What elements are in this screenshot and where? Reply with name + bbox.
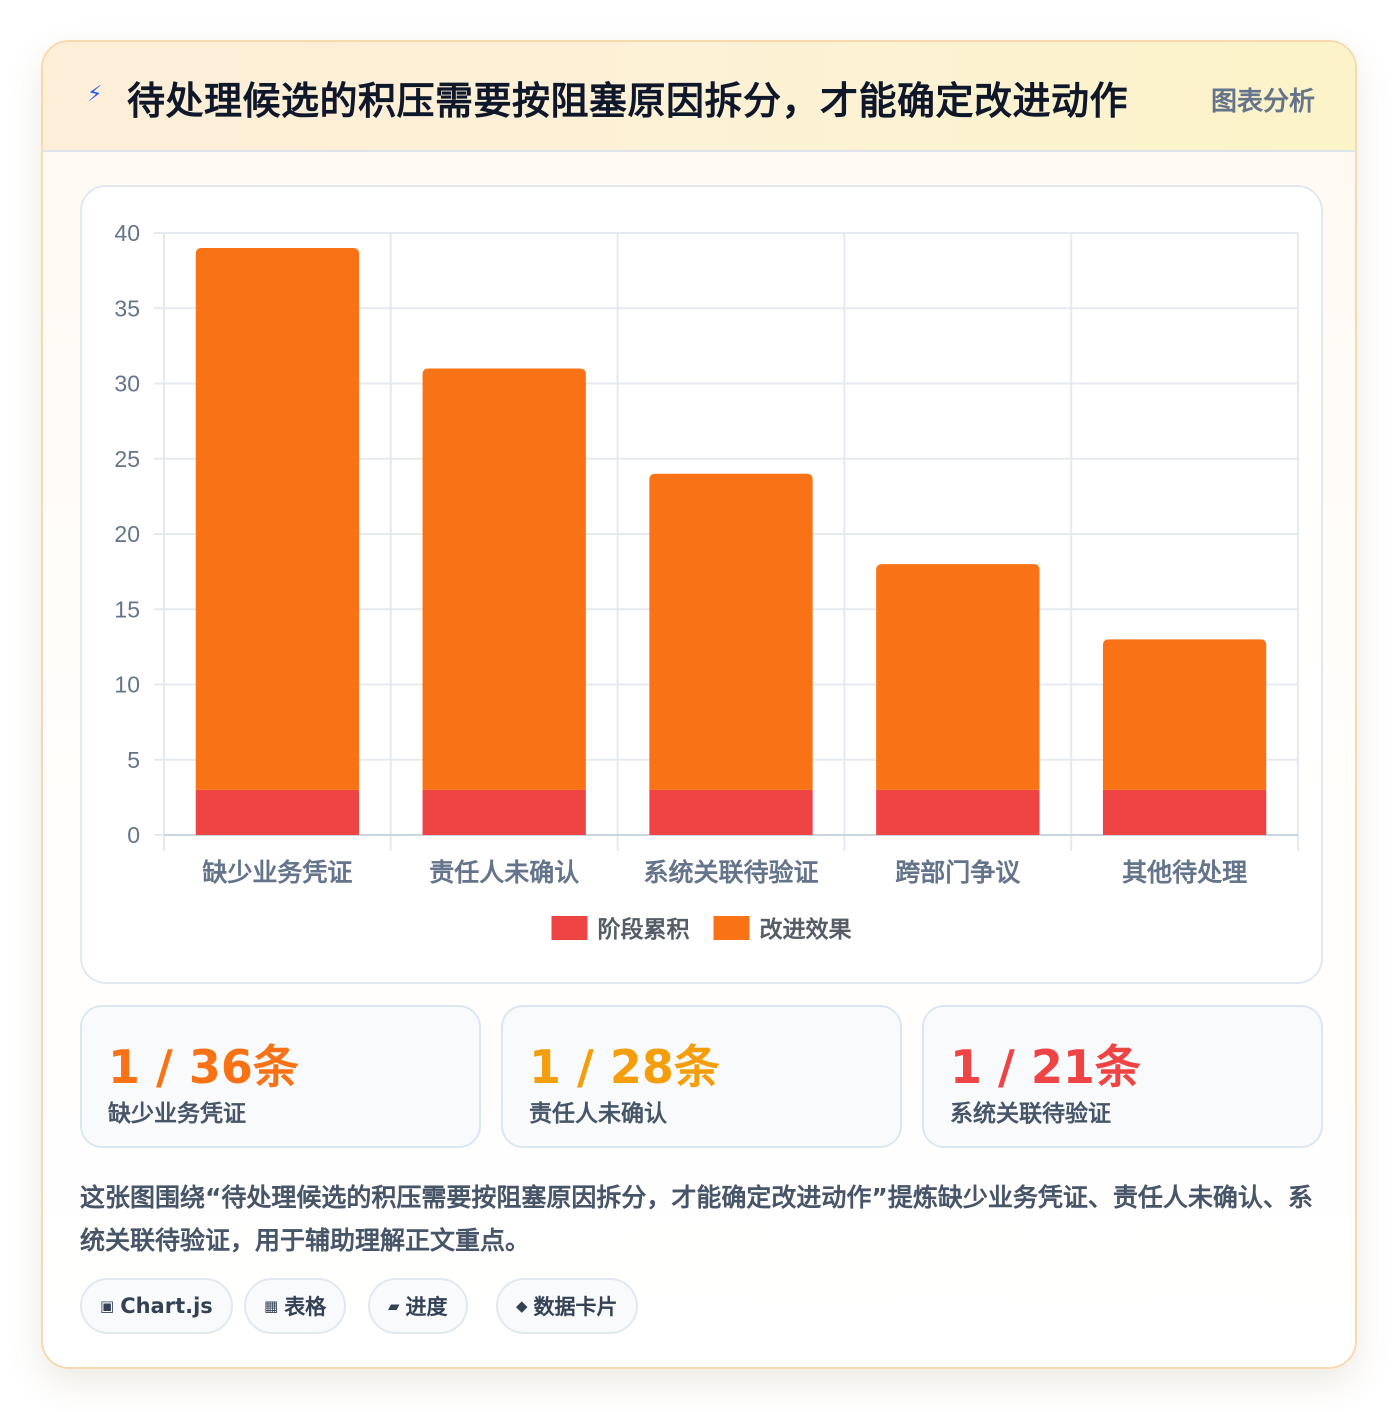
x-tick-label: 其他待处理 [1122,858,1247,887]
y-tick-label: 35 [114,295,140,321]
chart-panel: 0 5 10 15 20 25 30 35 40 缺少业务凭证 责任人未确认 系统关联待验证 跨部门争议… [80,185,1323,984]
y-tick-label: 40 [114,220,140,246]
bar-1 [649,789,813,835]
page-title: 待处理候选的积压需要按阻塞原因拆分，才能确定改进动作 [127,79,1129,123]
bar-1 [1102,789,1267,835]
x-tick-label: 跨部门争议 [895,858,1021,887]
y-tick-label: 10 [114,672,140,698]
stat-card: 1 / 21条 系统关联待验证 [922,1005,1323,1148]
stat-value: 1 / 21条 [950,1040,1141,1094]
summary-text: 这张图围绕“待处理候选的积压需要按阻塞原因拆分，才能确定改进动作”提炼缺少业务凭… [80,1183,1313,1255]
chip-label: 数据卡片 [533,1295,618,1319]
chart-icon: ▣ [100,1297,115,1315]
data-card-icon: ◆ [516,1297,528,1315]
legend-label: 改进效果 [760,916,852,943]
legend-swatch [713,916,750,940]
progress-icon: ▰ [388,1297,400,1315]
bar-2 [195,248,360,790]
bar-2 [649,473,813,790]
bar-1 [876,789,1040,835]
chip-label: Chart.js [120,1294,213,1318]
bar-2 [422,368,586,790]
y-tick-label: 30 [114,371,140,397]
bar-chart: 0 5 10 15 20 25 30 35 40 缺少业务凭证 责任人未确认 系统关联待验证 跨部门争议… [114,220,1299,943]
chart-analysis-tag: 图表分析 [1210,87,1315,117]
lightning-icon: ⚡ [87,82,103,107]
chart-card: ⚡ 待处理候选的积压需要按阻塞原因拆分，才能确定改进动作 图表分析 0 5 10 15… [41,40,1357,1369]
stat-label: 责任人未确认 [529,1101,667,1127]
stat-card: 1 / 36条 缺少业务凭证 [80,1005,481,1148]
bar-1 [422,789,586,835]
y-tick-label: 5 [127,747,140,773]
card-header: ⚡ 待处理候选的积压需要按阻塞原因拆分，才能确定改进动作 图表分析 [43,42,1355,152]
chip-data-card[interactable]: ◆ 数据卡片 [496,1278,638,1334]
y-tick-label: 25 [114,446,140,472]
chip-chartjs[interactable]: ▣ Chart.js [80,1278,233,1334]
legend-swatch [551,916,588,940]
table-icon: ▦ [264,1297,279,1315]
bar-2 [876,564,1040,790]
x-tick-label: 系统关联待验证 [643,858,818,887]
stat-card: 1 / 28条 责任人未确认 [501,1005,902,1148]
stat-label: 缺少业务凭证 [108,1101,246,1127]
chip-progress[interactable]: ▰ 进度 [368,1278,468,1334]
chip-label: 表格 [284,1295,327,1319]
legend-label: 阶段累积 [598,916,690,943]
y-tick-label: 15 [114,596,140,622]
y-tick-label: 20 [114,521,140,547]
stat-value: 1 / 28条 [529,1040,720,1094]
x-tick-label: 缺少业务凭证 [202,858,352,887]
chip-label: 进度 [405,1295,448,1319]
stat-label: 系统关联待验证 [950,1101,1111,1127]
bar-1 [195,789,360,835]
y-tick-label: 0 [127,822,140,848]
stat-value: 1 / 36条 [108,1040,299,1094]
bar-2 [1102,639,1267,790]
x-tick-label: 责任人未确认 [429,858,579,887]
chip-table[interactable]: ▦ 表格 [244,1278,347,1334]
